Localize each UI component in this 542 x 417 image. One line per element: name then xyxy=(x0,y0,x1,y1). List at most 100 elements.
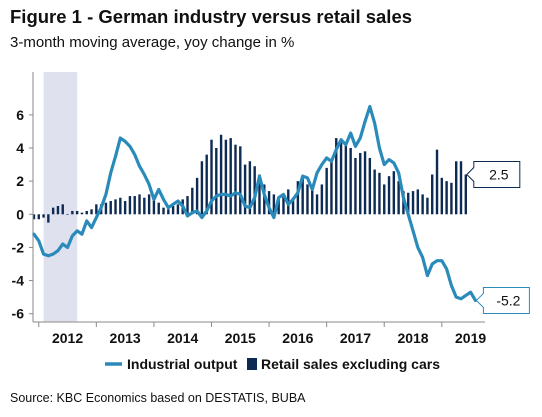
retail-bar xyxy=(330,159,333,215)
retail-bar xyxy=(205,154,208,215)
industrial-output-line xyxy=(32,104,477,303)
retail-bar xyxy=(407,192,410,215)
retail-bar xyxy=(47,214,50,223)
callout-box xyxy=(475,286,530,314)
retail-bar xyxy=(248,161,252,215)
retail-bar xyxy=(90,209,93,215)
retail-bar xyxy=(85,210,88,215)
retail-bar xyxy=(229,138,232,215)
retail-bar xyxy=(263,184,266,215)
legend-label-industrial: Industrial output xyxy=(127,356,238,372)
retail-bar xyxy=(95,204,98,215)
retail-bar xyxy=(435,149,439,215)
retail-bar xyxy=(215,148,218,215)
retail-bar xyxy=(143,197,146,215)
retail-bar xyxy=(176,204,180,215)
retail-bar xyxy=(445,181,448,215)
x-tick-label: 2019 xyxy=(455,330,486,346)
retail-bar xyxy=(239,146,242,215)
x-tick-label: 2018 xyxy=(397,330,428,346)
retail-bar xyxy=(397,181,400,215)
y-tick-label: -2 xyxy=(12,239,25,255)
retail-bar xyxy=(387,176,391,215)
x-tick-label: 2013 xyxy=(110,330,141,346)
chart-title: Figure 1 - German industry versus retail… xyxy=(10,6,413,27)
retail-bar xyxy=(171,206,175,215)
retail-bar xyxy=(378,172,381,215)
x-tick-label: 2012 xyxy=(52,330,83,346)
retail-bar xyxy=(440,177,444,215)
retail-bar xyxy=(411,191,415,215)
retail-bar xyxy=(464,174,468,215)
retail-bar xyxy=(354,157,357,215)
y-tick-label: 4 xyxy=(16,140,24,156)
chart-subtitle: 3-month moving average, yoy change in % xyxy=(10,34,295,51)
retail-bar xyxy=(119,197,122,215)
source-note: Source: KBC Economics based on DESTATIS,… xyxy=(10,391,306,405)
retail-bar xyxy=(306,184,309,215)
retail-bar xyxy=(450,182,453,215)
retail-bar xyxy=(392,171,396,215)
retail-bar xyxy=(311,189,314,215)
retail-bar xyxy=(325,167,328,215)
x-tick-label: 2014 xyxy=(167,330,198,346)
retail-bar xyxy=(80,212,84,215)
retail-bar xyxy=(133,196,136,215)
retail-bar xyxy=(186,196,189,215)
retail-bar xyxy=(277,199,280,215)
retail-bar xyxy=(243,164,247,215)
x-tick-label: 2016 xyxy=(282,330,313,346)
retail-bar xyxy=(123,201,127,215)
retail-bar xyxy=(200,161,204,215)
retail-bar xyxy=(258,174,261,215)
callout-label: -5.2 xyxy=(496,292,520,308)
retail-bar xyxy=(320,184,324,215)
retail-bar xyxy=(138,194,141,215)
legend-bar-swatch xyxy=(247,358,257,370)
retail-bar xyxy=(37,214,40,220)
retail-bar xyxy=(147,194,151,215)
retail-bar xyxy=(455,161,458,215)
retail-bar xyxy=(282,194,285,215)
y-tick-label: 2 xyxy=(16,173,24,189)
retail-bar xyxy=(421,194,424,215)
retail-bar xyxy=(167,209,170,215)
retail-bar xyxy=(368,157,372,215)
retail-bar xyxy=(128,196,132,215)
x-tick-label: 2015 xyxy=(225,330,256,346)
retail-bar xyxy=(459,161,463,215)
retail-bar xyxy=(56,206,60,215)
retail-bar xyxy=(210,139,213,215)
callout-label: 2.5 xyxy=(489,167,509,183)
retail-bar xyxy=(66,214,69,215)
retail-bar xyxy=(301,176,304,215)
retail-bar xyxy=(349,148,352,215)
retail-bar xyxy=(104,202,108,215)
x-tick-label: 2017 xyxy=(340,330,371,346)
retail-bar xyxy=(359,152,362,215)
retail-bar xyxy=(61,204,64,215)
retail-bar xyxy=(416,189,420,215)
retail-bar xyxy=(75,210,79,215)
retail-bar xyxy=(191,187,194,215)
retail-bar xyxy=(71,210,74,215)
retail-bar xyxy=(363,151,367,215)
shaded-period xyxy=(43,72,78,322)
y-tick-label: 6 xyxy=(16,107,24,123)
retail-bar xyxy=(373,169,376,215)
retail-bar xyxy=(51,207,55,215)
retail-bar xyxy=(431,174,434,215)
y-tick-label: 0 xyxy=(16,206,24,222)
retail-bar xyxy=(383,184,386,215)
retail-bar xyxy=(152,199,156,215)
retail-bar xyxy=(224,139,228,215)
retail-bar xyxy=(291,197,295,215)
retail-bar xyxy=(426,197,429,215)
retail-bar xyxy=(335,138,338,215)
retail-bar xyxy=(272,194,276,215)
retail-bar xyxy=(114,199,117,215)
retail-bar xyxy=(109,201,112,215)
retail-bar xyxy=(253,166,256,215)
